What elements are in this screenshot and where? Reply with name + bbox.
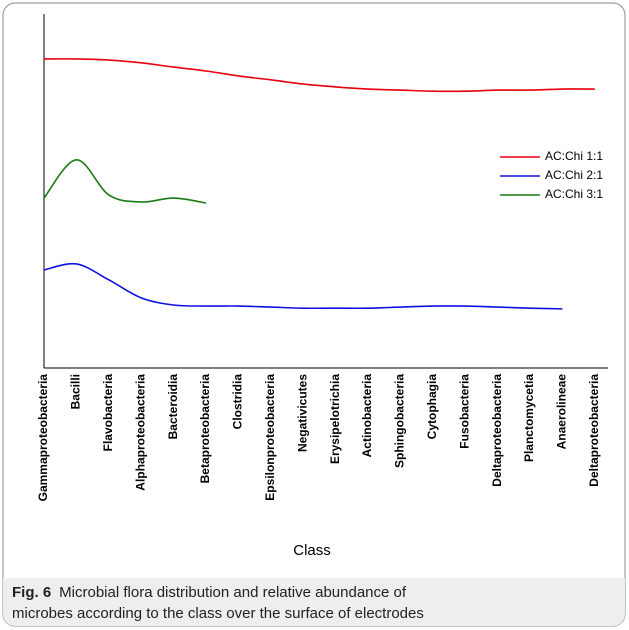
x-tick-label: Planctomycetia [522,374,536,462]
x-tick-label: Fusobacteria [457,374,471,449]
x-tick-label: Deltaproteobacteria [587,374,601,487]
series-line [43,58,595,93]
caption-background [3,578,625,626]
x-tick-label: Gammaproteobacteria [36,374,50,502]
x-tick-label: Actinobacteria [360,374,374,458]
x-tick-label: Deltaproteobacteria [490,374,504,487]
x-tick-label: Flavobacteria [101,374,115,452]
legend-label: AC:Chi 1:1 [545,149,603,163]
x-tick-label: Bacteroidia [166,374,180,440]
x-tick-label: Erysipelotrichia [328,374,342,464]
x-tick-label: Sphingobacteria [393,374,407,468]
caption-line: microbes according to the class over the… [12,605,424,622]
x-tick-label: Clostridia [231,374,245,430]
x-axis-label: Class [293,542,331,559]
legend-label: AC:Chi 2:1 [545,168,603,182]
caption-label: Fig. 6 [12,584,51,601]
series-line [43,159,207,204]
x-tick-label: Cytophagia [425,374,439,440]
x-tick-label: Negativicutes [295,374,309,452]
x-tick-label: Bacilli [69,374,83,409]
legend-label: AC:Chi 3:1 [545,187,603,201]
x-tick-label: Alphaproteobacteria [133,374,147,491]
x-tick-label: Epsilonproteobacteria [263,374,277,501]
x-tick-label: Anaerolineae [555,374,569,450]
series-line [43,262,563,310]
x-tick-label: Betaproteobacteria [198,374,212,484]
caption-line: Microbial flora distribution and relativ… [59,584,407,601]
caption: Fig. 6 Microbial flora distribution and r… [12,584,407,601]
